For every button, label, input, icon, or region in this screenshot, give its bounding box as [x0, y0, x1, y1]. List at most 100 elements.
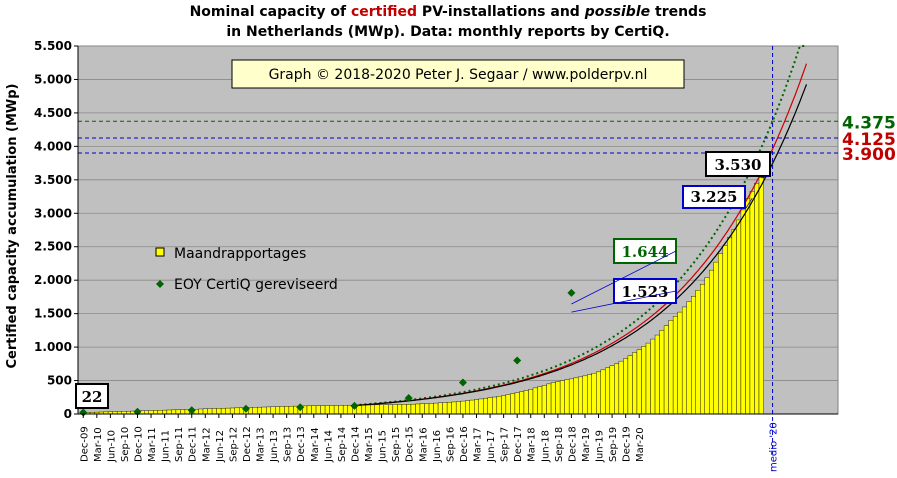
- chart-title-line2: in Netherlands (MWp). Data: monthly repo…: [226, 24, 669, 40]
- title-part-3: possible: [584, 4, 650, 20]
- x-tick-label: Sep-13: [283, 427, 294, 462]
- x-tick-label: Sep-11: [174, 427, 185, 462]
- bar: [654, 334, 660, 415]
- bar: [754, 182, 760, 415]
- x-tick-label: Dec-11: [188, 426, 199, 462]
- bar: [582, 375, 588, 415]
- bar: [275, 406, 281, 415]
- bar: [487, 397, 493, 415]
- bar: [532, 387, 538, 415]
- bar: [342, 405, 348, 415]
- x-tick-label: Sep-19: [608, 427, 619, 462]
- bar: [555, 381, 561, 415]
- annotation-text: 3.530: [715, 156, 762, 174]
- x-tick-label: Jun-13: [269, 430, 280, 463]
- bar: [406, 404, 412, 415]
- bar: [609, 365, 615, 415]
- annotation-box: [705, 151, 771, 177]
- bar: [261, 406, 267, 415]
- bar: [383, 404, 389, 415]
- bar: [501, 395, 507, 415]
- title-part-2: PV-installations and: [417, 4, 585, 20]
- eoy-marker: [458, 378, 467, 387]
- reference-label: 3.900: [842, 145, 896, 165]
- bar: [284, 406, 290, 415]
- bar: [618, 360, 624, 415]
- bar: [564, 379, 570, 415]
- bar: [446, 402, 452, 415]
- bar: [623, 358, 629, 415]
- bar: [573, 377, 579, 415]
- bar: [433, 402, 439, 415]
- bar: [745, 198, 751, 415]
- x-tick-label: Dec-17: [513, 426, 524, 462]
- bar: [465, 400, 470, 415]
- eoy-marker: [79, 408, 88, 417]
- title-part-0: Nominal capacity of: [190, 4, 351, 20]
- x-tick-label: Jun-10: [106, 430, 117, 463]
- annotation-text: 1.523: [622, 283, 669, 301]
- bar: [672, 316, 678, 415]
- x-tick-label: Mar-17: [473, 427, 484, 462]
- bar: [419, 403, 425, 415]
- eoy-marker: [241, 404, 250, 413]
- bar: [668, 320, 674, 415]
- bar: [311, 405, 317, 415]
- bar: [320, 405, 326, 415]
- bar: [650, 338, 656, 415]
- bar: [740, 209, 746, 415]
- annotation-text: 3.225: [691, 188, 738, 206]
- bar: [153, 410, 159, 415]
- x-tick-label: Jun-19: [595, 430, 606, 463]
- y-tick-label: 1.000: [34, 340, 72, 354]
- y-tick-label: 3.500: [34, 173, 72, 187]
- legend-swatch-marker: [156, 280, 164, 288]
- bar: [695, 290, 701, 415]
- bar: [478, 398, 484, 415]
- title-part-4: trends: [650, 4, 706, 20]
- annotation-box: [613, 278, 677, 304]
- x-tick-label: Dec-14: [350, 426, 361, 462]
- bar: [365, 404, 371, 415]
- bar: [645, 342, 651, 415]
- legend-label-marker: EOY CertiQ gereviseerd: [174, 277, 338, 293]
- bar: [758, 177, 764, 415]
- x-tick-label: Mar-11: [147, 427, 158, 462]
- bar: [460, 400, 466, 415]
- bar: [704, 277, 710, 415]
- bar: [198, 408, 204, 415]
- x-tick-label: Mar-15: [364, 427, 375, 462]
- bar: [157, 410, 163, 415]
- bar: [338, 405, 344, 415]
- eoy-marker: [567, 288, 576, 297]
- bar: [523, 390, 529, 415]
- bar: [410, 403, 416, 415]
- x-tick-label: Dec-13: [296, 426, 307, 462]
- annotation-leader: [571, 290, 677, 313]
- bar: [220, 408, 226, 415]
- bar: [568, 378, 574, 415]
- bar: [731, 229, 737, 415]
- x-tick-label: Jun-14: [323, 430, 334, 463]
- y-tick-label: 5.000: [34, 72, 72, 86]
- x-tick-label: Sep-16: [445, 427, 456, 462]
- bar: [605, 367, 611, 415]
- y-tick-label: 500: [47, 374, 72, 388]
- eoy-marker: [296, 403, 305, 412]
- legend-label-bar: Maandrapportages: [174, 246, 306, 262]
- bar: [333, 405, 339, 415]
- x-tick-label: Dec-16: [459, 426, 470, 462]
- bar: [315, 405, 321, 415]
- x-tick-label: Dec-15: [405, 426, 416, 462]
- x-tick-label: Jun-17: [486, 430, 497, 463]
- x-tick-label: Dec-18: [567, 426, 578, 462]
- bar: [437, 402, 443, 415]
- bar: [727, 237, 733, 415]
- x-tick-label: Mar-16: [418, 427, 429, 462]
- bar: [614, 363, 620, 415]
- bar: [578, 376, 583, 415]
- bar: [514, 392, 520, 415]
- reference-label: 4.375: [842, 113, 896, 133]
- chart-title: Nominal capacity of certified PV-install…: [190, 4, 707, 20]
